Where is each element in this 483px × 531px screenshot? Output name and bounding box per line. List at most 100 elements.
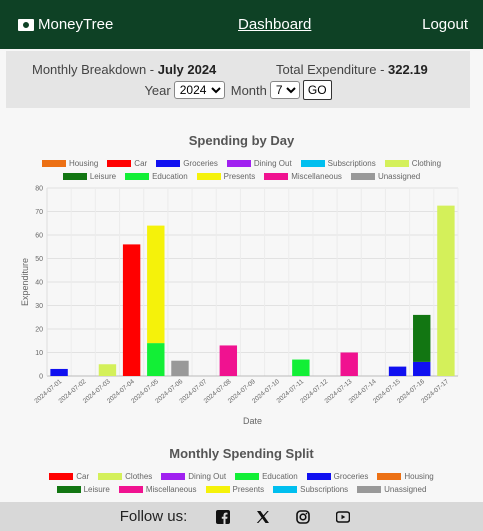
y-tick-label: 20	[35, 327, 43, 334]
legend-label: Clothing	[411, 159, 442, 168]
year-select[interactable]: 2024	[173, 81, 225, 99]
legend-swatch	[196, 173, 221, 180]
legend-item[interactable]: Leisure	[62, 171, 117, 182]
legend-label: Car	[76, 472, 90, 481]
legend-label: Car	[134, 159, 148, 168]
legend-label: Subscriptions	[327, 159, 376, 168]
bar-leisure	[413, 314, 431, 362]
facebook-icon[interactable]	[216, 509, 231, 524]
legend-item[interactable]: Housing	[377, 471, 434, 482]
dashboard-link[interactable]: Dashboard	[238, 16, 312, 33]
legend-item[interactable]: Unassigned	[350, 171, 421, 182]
legend-item[interactable]: Presents	[205, 484, 265, 495]
monthly-breakdown-value: July 2024	[157, 62, 217, 77]
bar-groceries	[413, 361, 431, 376]
legend-swatch	[377, 473, 402, 480]
legend-label: Dining Out	[188, 472, 227, 481]
y-tick-label: 10	[35, 350, 43, 357]
bar-education	[292, 359, 310, 376]
legend-swatch	[300, 160, 325, 167]
legend-swatch	[62, 173, 87, 180]
legend-item[interactable]: Clothes	[98, 471, 152, 482]
bar-presents	[147, 225, 165, 344]
daily-spending-chart: 010203040506070802024-07-012024-07-02202…	[20, 186, 459, 426]
legend-swatch	[98, 473, 123, 480]
legend-label: Unassigned	[384, 485, 427, 494]
month-label: Month	[230, 82, 267, 98]
legend-item[interactable]: Groceries	[306, 471, 368, 482]
bar-miscellaneous	[340, 352, 358, 376]
legend-label: Education	[262, 472, 298, 481]
bar-clothing	[98, 364, 117, 376]
legend-swatch	[118, 486, 143, 493]
bar-groceries	[50, 368, 68, 376]
y-tick-label: 0	[39, 374, 43, 381]
navbar: MoneyTree Dashboard Logout	[0, 0, 483, 49]
legend-item[interactable]: Education	[125, 171, 188, 182]
daily-chart-title: Spending by Day	[188, 133, 295, 148]
legend-item[interactable]: Miscellaneous	[118, 484, 197, 495]
brand-link[interactable]: MoneyTree	[18, 16, 113, 33]
go-button[interactable]: GO	[302, 80, 332, 100]
split-chart-title: Monthly Spending Split	[169, 446, 314, 461]
legend-item[interactable]: Groceries	[156, 158, 218, 169]
bar-miscellaneous	[219, 345, 238, 376]
legend-swatch	[357, 486, 382, 493]
legend-label: Clothes	[125, 472, 153, 481]
bar-clothing	[437, 205, 455, 376]
legend-label: Leisure	[83, 485, 110, 494]
legend-item[interactable]: Unassigned	[357, 484, 426, 495]
monthly-breakdown-label: Monthly Breakdown -	[32, 62, 158, 77]
legend-swatch	[306, 473, 331, 480]
legend-swatch	[41, 160, 66, 167]
legend-label: Unassigned	[377, 172, 421, 181]
legend-label: Presents	[232, 485, 265, 494]
follow-us-text: Follow us:	[119, 508, 188, 525]
year-label: Year	[144, 82, 171, 98]
legend-label: Miscellaneous	[145, 485, 197, 494]
total-expenditure-label: Total Expenditure -	[276, 62, 389, 77]
legend-label: Subscriptions	[300, 485, 349, 494]
filter-panel: Monthly Breakdown - July 2024 Total Expe…	[6, 51, 470, 108]
legend-item[interactable]: Miscellaneous	[264, 171, 342, 182]
legend-item[interactable]: Clothing	[384, 158, 442, 169]
legend-item[interactable]: Education	[235, 471, 298, 482]
x-icon[interactable]	[256, 510, 270, 524]
money-icon	[18, 18, 34, 31]
date-filter: Year 2024 Month 7 GO	[6, 80, 470, 100]
legend-item[interactable]: Subscriptions	[300, 158, 376, 169]
bar-groceries	[388, 366, 407, 376]
split-chart-legend: Car Clothes Dining Out Education Groceries Ho…	[0, 471, 483, 495]
youtube-icon[interactable]	[336, 510, 351, 524]
legend-swatch	[49, 473, 74, 480]
legend-item[interactable]: Car	[107, 158, 147, 169]
legend-swatch	[107, 160, 132, 167]
month-select[interactable]: 7	[269, 81, 300, 99]
legend-item[interactable]: Presents	[196, 171, 256, 182]
y-tick-label: 60	[35, 233, 43, 240]
instagram-icon[interactable]	[296, 509, 311, 524]
legend-swatch	[125, 173, 150, 180]
legend-label: Housing	[404, 472, 434, 481]
legend-label: Presents	[223, 172, 256, 181]
legend-item[interactable]: Subscriptions	[273, 484, 348, 495]
bar-unassigned	[171, 360, 189, 376]
footer: Follow us:	[0, 502, 483, 531]
legend-swatch	[226, 160, 251, 167]
legend-label: Leisure	[89, 172, 117, 181]
total-expenditure-value: 322.19	[388, 62, 428, 77]
y-tick-label: 70	[35, 209, 43, 216]
legend-item[interactable]: Leisure	[56, 484, 110, 495]
legend-item[interactable]: Car	[49, 471, 89, 482]
legend-swatch	[273, 486, 298, 493]
legend-item[interactable]: Dining Out	[161, 471, 226, 482]
y-tick-label: 80	[35, 186, 43, 193]
legend-swatch	[161, 473, 186, 480]
legend-swatch	[384, 160, 409, 167]
legend-item[interactable]: Housing	[41, 158, 98, 169]
total-expenditure: Total Expenditure - 322.19	[276, 62, 428, 77]
legend-item[interactable]: Dining Out	[226, 158, 292, 169]
legend-label: Groceries	[183, 159, 218, 168]
logout-link[interactable]: Logout	[422, 16, 468, 33]
legend-label: Dining Out	[253, 159, 292, 168]
